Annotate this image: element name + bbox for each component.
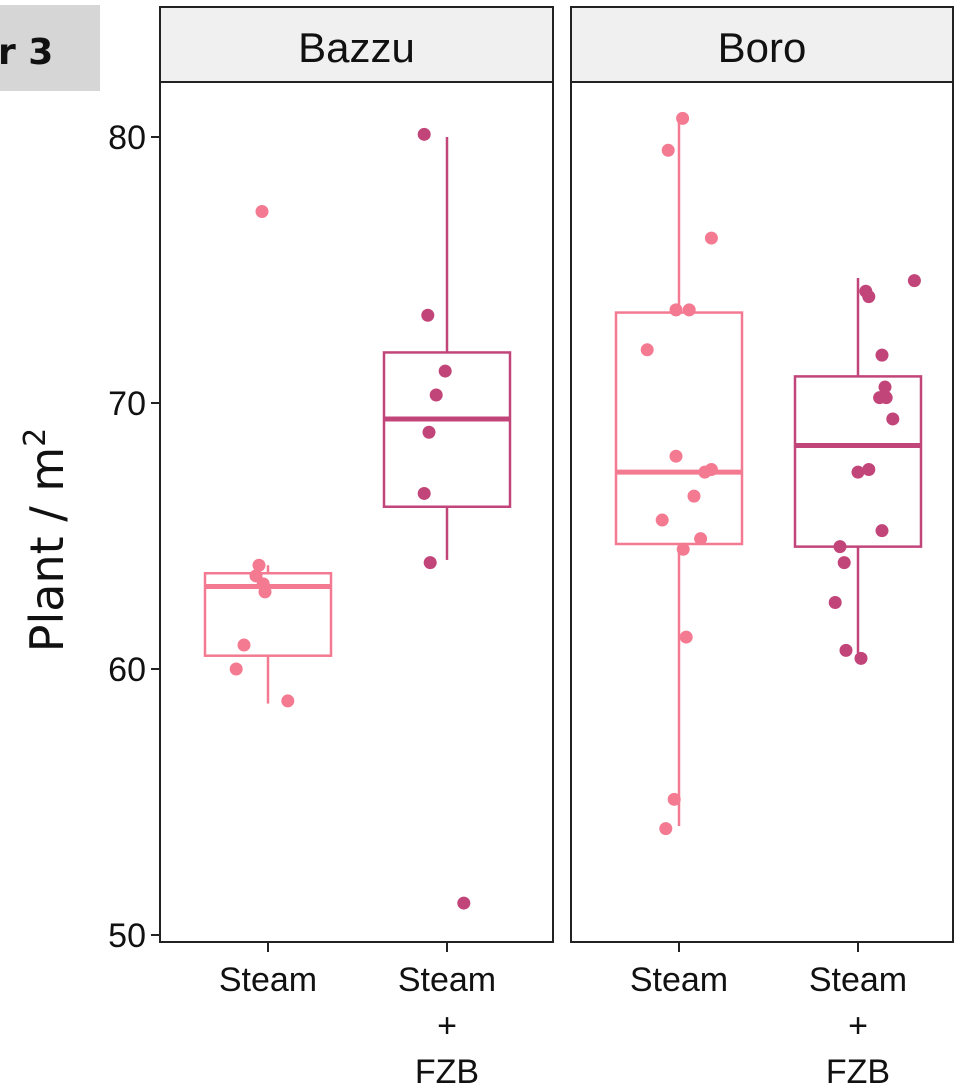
y-axis: 50 60 70 80 bbox=[108, 119, 160, 955]
data-point bbox=[676, 542, 690, 556]
y-axis-label-text: Plant / m bbox=[20, 447, 74, 652]
data-point bbox=[429, 388, 443, 402]
data-point bbox=[669, 449, 683, 463]
facet-panels: Bazzu Steam Steam + FZB Boro Steam Steam + FZB bbox=[159, 6, 954, 1087]
data-point bbox=[229, 662, 243, 676]
data-point bbox=[669, 303, 683, 317]
box-iqr bbox=[382, 351, 512, 508]
data-point bbox=[862, 463, 876, 476]
corner-label: r 3 bbox=[0, 32, 53, 73]
y-axis-label: Plant / m2 bbox=[18, 428, 74, 653]
facet-strip-label: Bazzu bbox=[298, 24, 415, 71]
data-point bbox=[833, 540, 847, 554]
x-tick-label: Steam bbox=[630, 961, 728, 999]
data-point bbox=[851, 465, 865, 479]
data-point bbox=[698, 465, 712, 479]
data-point bbox=[682, 303, 696, 317]
data-point bbox=[258, 585, 272, 599]
data-point bbox=[828, 596, 842, 609]
data-point bbox=[839, 643, 853, 657]
data-point bbox=[907, 274, 921, 288]
y-axis-label-superscript: 2 bbox=[18, 428, 53, 447]
data-point bbox=[422, 425, 436, 439]
panel-border bbox=[570, 81, 954, 943]
y-tick-label: 60 bbox=[108, 651, 146, 689]
data-point bbox=[862, 290, 876, 304]
data-point bbox=[676, 111, 690, 125]
data-point bbox=[659, 822, 673, 836]
data-point bbox=[694, 532, 708, 546]
data-point bbox=[640, 343, 654, 357]
data-point bbox=[854, 651, 868, 665]
corner-label-box bbox=[0, 5, 100, 91]
data-point bbox=[886, 412, 900, 426]
data-point bbox=[255, 204, 269, 218]
data-point bbox=[237, 638, 251, 652]
data-point bbox=[417, 127, 431, 141]
data-point bbox=[679, 630, 693, 644]
boxplot-group: Steam + FZB bbox=[793, 274, 923, 1087]
x-tick-label: + bbox=[848, 1007, 868, 1045]
data-point bbox=[875, 348, 889, 362]
x-tick-label: Steam bbox=[219, 961, 317, 999]
boxplot-group: Steam + FZB bbox=[382, 127, 512, 1087]
data-point bbox=[421, 308, 435, 322]
box-iqr bbox=[203, 571, 333, 657]
data-point bbox=[687, 489, 701, 503]
data-point bbox=[667, 792, 681, 806]
x-tick-label: FZB bbox=[826, 1053, 890, 1087]
data-point bbox=[704, 231, 718, 245]
data-point bbox=[875, 524, 889, 538]
y-tick-label: 80 bbox=[108, 119, 146, 157]
panel-border bbox=[159, 81, 554, 943]
x-tick-label: FZB bbox=[415, 1053, 479, 1087]
data-point bbox=[281, 694, 295, 708]
data-point bbox=[417, 486, 431, 500]
facet-strip-label: Boro bbox=[718, 24, 807, 71]
facet-strip bbox=[570, 6, 954, 83]
data-point bbox=[438, 364, 452, 378]
data-point bbox=[457, 896, 471, 910]
y-tick-label: 50 bbox=[108, 917, 146, 955]
y-tick-label: 70 bbox=[108, 385, 146, 423]
data-point bbox=[878, 380, 892, 394]
box-iqr bbox=[793, 375, 923, 548]
panel-bazzu: Bazzu Steam Steam + FZB bbox=[159, 6, 554, 1087]
panel-boro: Boro Steam Steam + FZB bbox=[570, 6, 954, 1087]
x-tick-label: Steam bbox=[398, 961, 496, 999]
x-tick-label: Steam bbox=[809, 961, 907, 999]
data-point bbox=[252, 558, 266, 572]
data-point bbox=[879, 391, 893, 405]
boxplot-group: Steam bbox=[203, 204, 333, 999]
data-point bbox=[837, 556, 851, 570]
x-tick-label: + bbox=[437, 1007, 457, 1045]
boxplot-group: Steam bbox=[614, 111, 744, 999]
data-point bbox=[423, 556, 437, 570]
box-iqr bbox=[614, 311, 744, 546]
data-point bbox=[655, 513, 669, 527]
data-point bbox=[661, 143, 675, 157]
